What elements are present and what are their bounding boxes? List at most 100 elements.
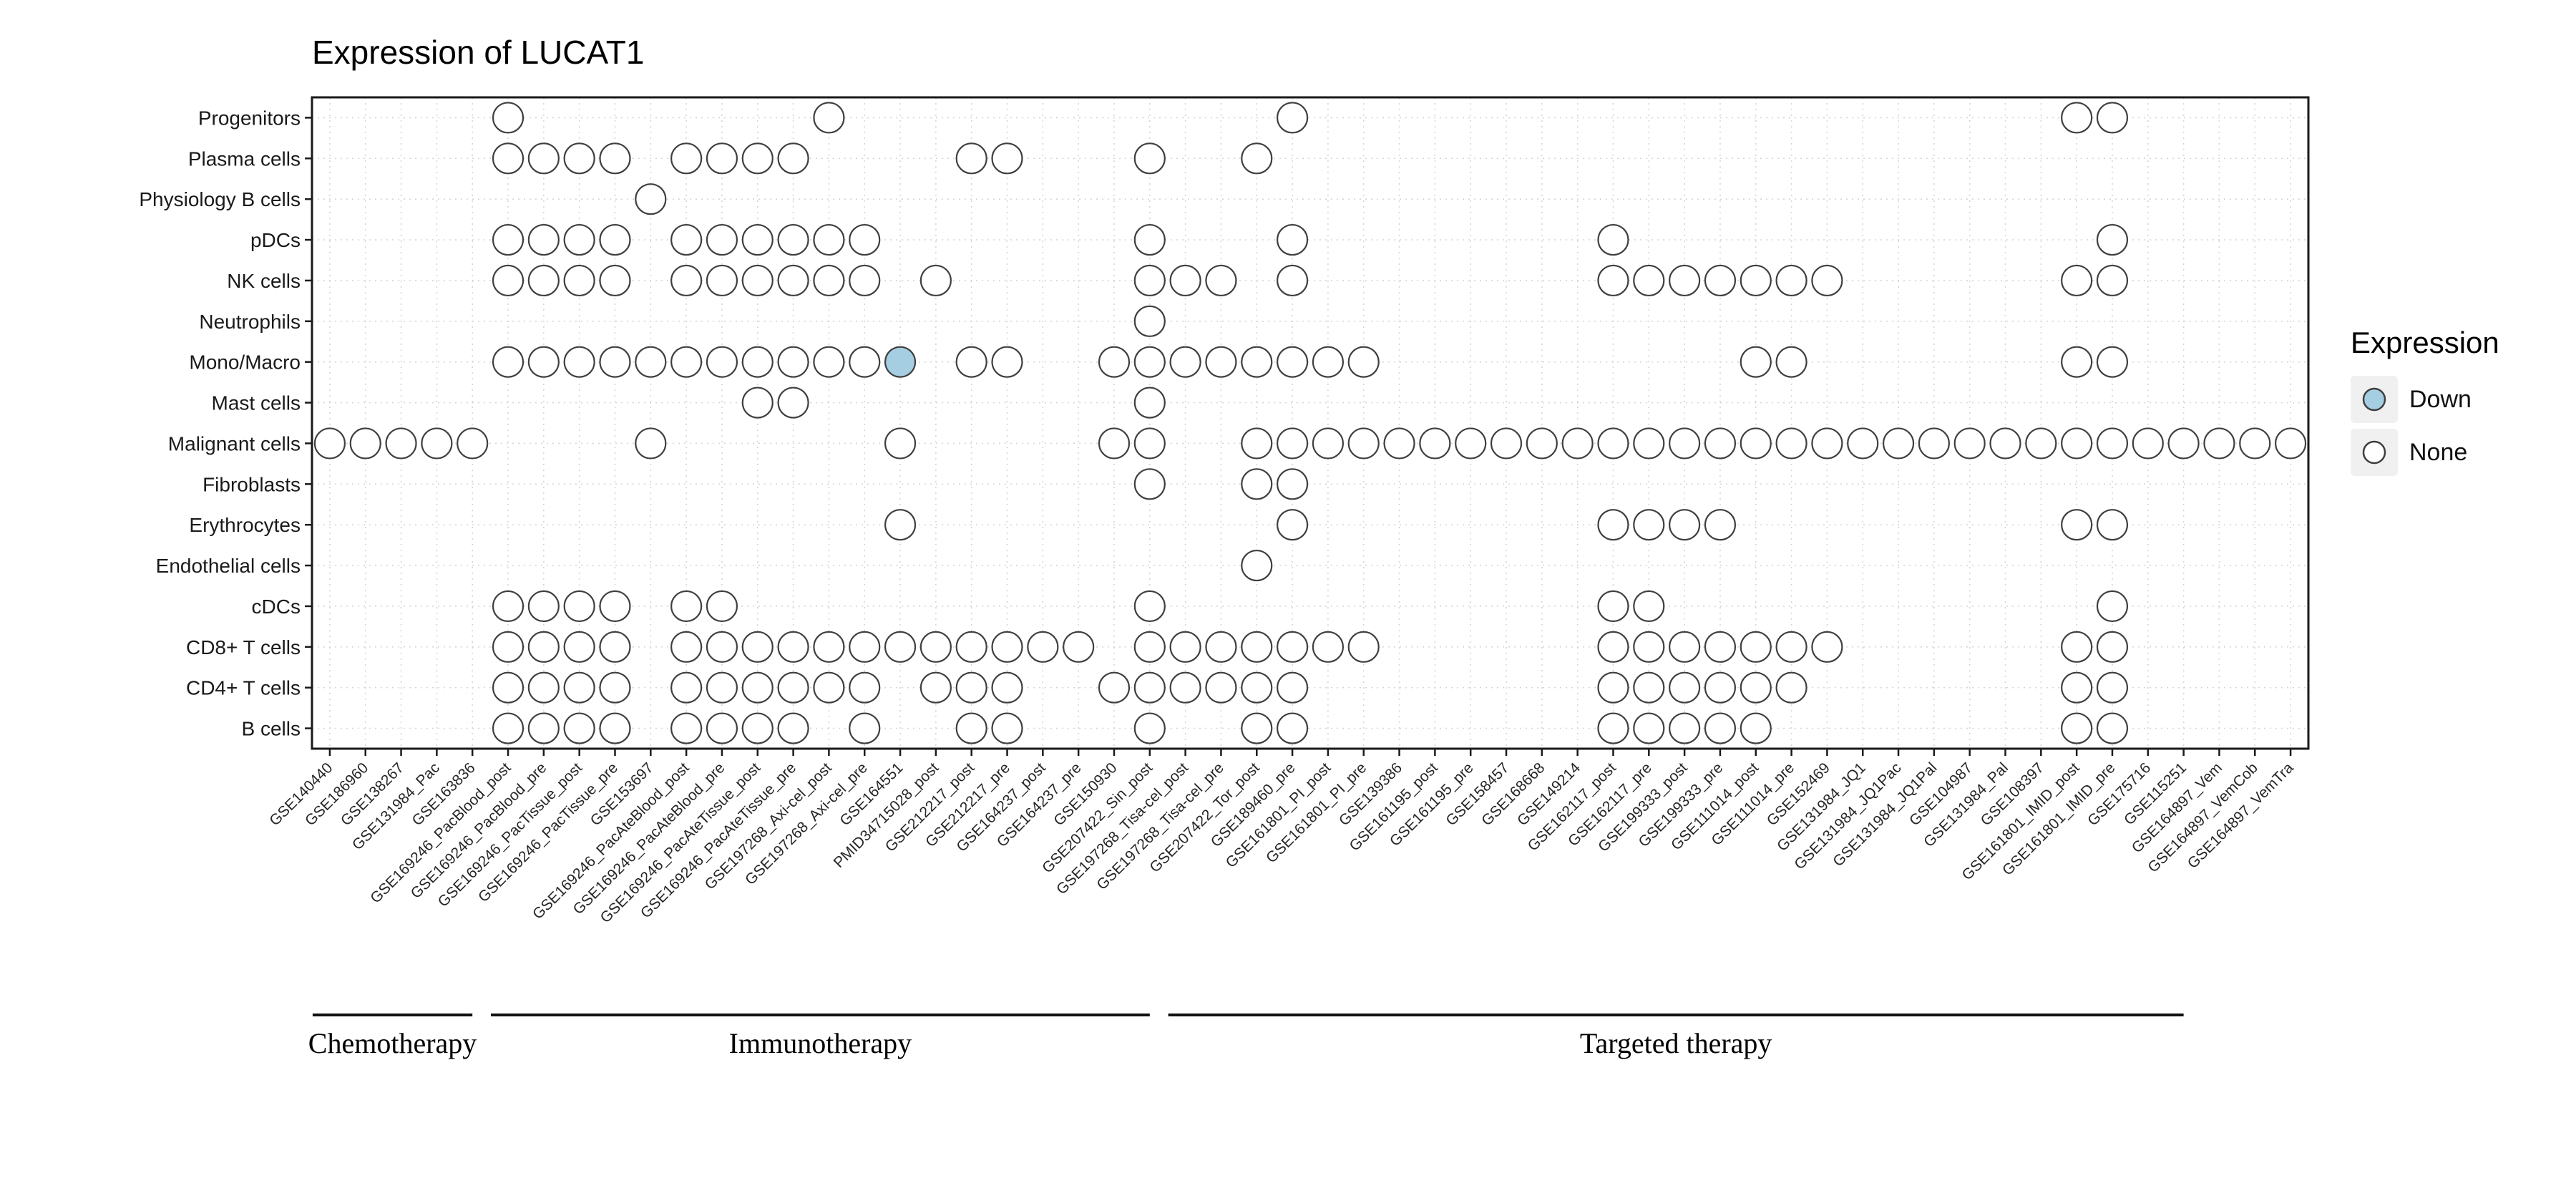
dot-none — [1347, 346, 1380, 378]
dot-none — [1597, 671, 1629, 704]
dot-none — [1669, 712, 1701, 744]
dot-none — [741, 631, 774, 663]
dot-none — [884, 509, 917, 541]
dot-none — [1526, 427, 1558, 460]
dot-none — [1133, 264, 1166, 297]
dot-none — [1597, 631, 1629, 663]
dot-none — [1169, 346, 1201, 378]
dot-none — [1775, 264, 1807, 297]
dot-none — [884, 631, 917, 663]
dot-none — [1633, 509, 1665, 541]
dot-none — [813, 223, 845, 256]
dot-none — [670, 631, 703, 663]
dot-none — [2096, 509, 2129, 541]
row-label: Progenitors — [198, 107, 301, 129]
dot-none — [1740, 712, 1772, 744]
dot-none — [741, 712, 774, 744]
dot-none — [1633, 264, 1665, 297]
dot-none — [2274, 427, 2307, 460]
row-label: CD4+ T cells — [186, 677, 301, 699]
dot-none — [919, 631, 952, 663]
dot-none — [1347, 631, 1380, 663]
dot-none — [1276, 671, 1309, 704]
dot-none — [2061, 427, 2093, 460]
dot-none — [1882, 427, 1915, 460]
dot-none — [1098, 671, 1131, 704]
row-label: pDCs — [250, 229, 301, 251]
dot-none — [1669, 631, 1701, 663]
legend-label-down: Down — [2409, 385, 2472, 413]
legend-key-down — [2351, 376, 2398, 423]
dot-none — [1312, 631, 1345, 663]
dot-none — [1740, 346, 1772, 378]
dot-none — [421, 427, 453, 460]
dot-none — [313, 427, 346, 460]
dot-none — [1205, 631, 1237, 663]
dot-none — [1133, 346, 1166, 378]
dot-none — [1133, 671, 1166, 704]
dot-none — [1205, 264, 1237, 297]
dot-none — [706, 264, 738, 297]
dot-none — [670, 671, 703, 704]
down-dot-icon — [2362, 387, 2386, 412]
row-label: Neutrophils — [199, 311, 301, 333]
dot-none — [955, 712, 987, 744]
dot-none — [1704, 712, 1737, 744]
dot-none — [1098, 346, 1131, 378]
dot-none — [777, 631, 809, 663]
dot-none — [527, 590, 560, 623]
dot-none — [741, 346, 774, 378]
dot-none — [670, 142, 703, 175]
dot-none — [527, 631, 560, 663]
dot-none — [706, 590, 738, 623]
dot-none — [563, 264, 595, 297]
dot-none — [1133, 712, 1166, 744]
dot-none — [1133, 223, 1166, 256]
dot-none — [635, 183, 667, 215]
dot-none — [849, 631, 881, 663]
dot-none — [1419, 427, 1451, 460]
legend-label-none: None — [2409, 438, 2468, 466]
dot-none — [670, 712, 703, 744]
dot-none — [2061, 712, 2093, 744]
dot-none — [635, 346, 667, 378]
dot-none — [1811, 631, 1843, 663]
dot-none — [1775, 427, 1807, 460]
dot-none — [919, 264, 952, 297]
dot-none — [2061, 264, 2093, 297]
dot-none — [1383, 427, 1415, 460]
row-label: B cells — [242, 718, 301, 740]
dot-none — [527, 142, 560, 175]
dot-none — [670, 346, 703, 378]
dot-none — [1133, 142, 1166, 175]
row-label: NK cells — [227, 270, 301, 292]
dot-none — [1633, 712, 1665, 744]
chart-title: Expression of LUCAT1 — [312, 34, 645, 71]
dot-none — [563, 712, 595, 744]
dot-none — [813, 102, 845, 134]
dot-none — [884, 427, 917, 460]
dot-none — [1918, 427, 1950, 460]
dot-none — [1704, 264, 1737, 297]
row-label: Fibroblasts — [203, 473, 301, 495]
group-label-immunotherapy: Immunotherapy — [728, 1027, 912, 1059]
dot-none — [1241, 631, 1273, 663]
dot-none — [1276, 468, 1309, 500]
dot-none — [1455, 427, 1487, 460]
dot-none — [849, 671, 881, 704]
dot-none — [777, 223, 809, 256]
dot-none — [1597, 427, 1629, 460]
row-label: Malignant cells — [168, 432, 301, 455]
dot-none — [599, 264, 631, 297]
dot-none — [1133, 590, 1166, 623]
dot-none — [670, 264, 703, 297]
dot-none — [492, 712, 525, 744]
dot-none — [1241, 427, 1273, 460]
dot-none — [1847, 427, 1879, 460]
dot-none — [777, 387, 809, 419]
dot-none — [991, 712, 1023, 744]
legend-title: Expression — [2351, 326, 2499, 359]
dot-none — [741, 387, 774, 419]
legend-item-down: Down — [2351, 376, 2499, 423]
dot-none — [849, 346, 881, 378]
